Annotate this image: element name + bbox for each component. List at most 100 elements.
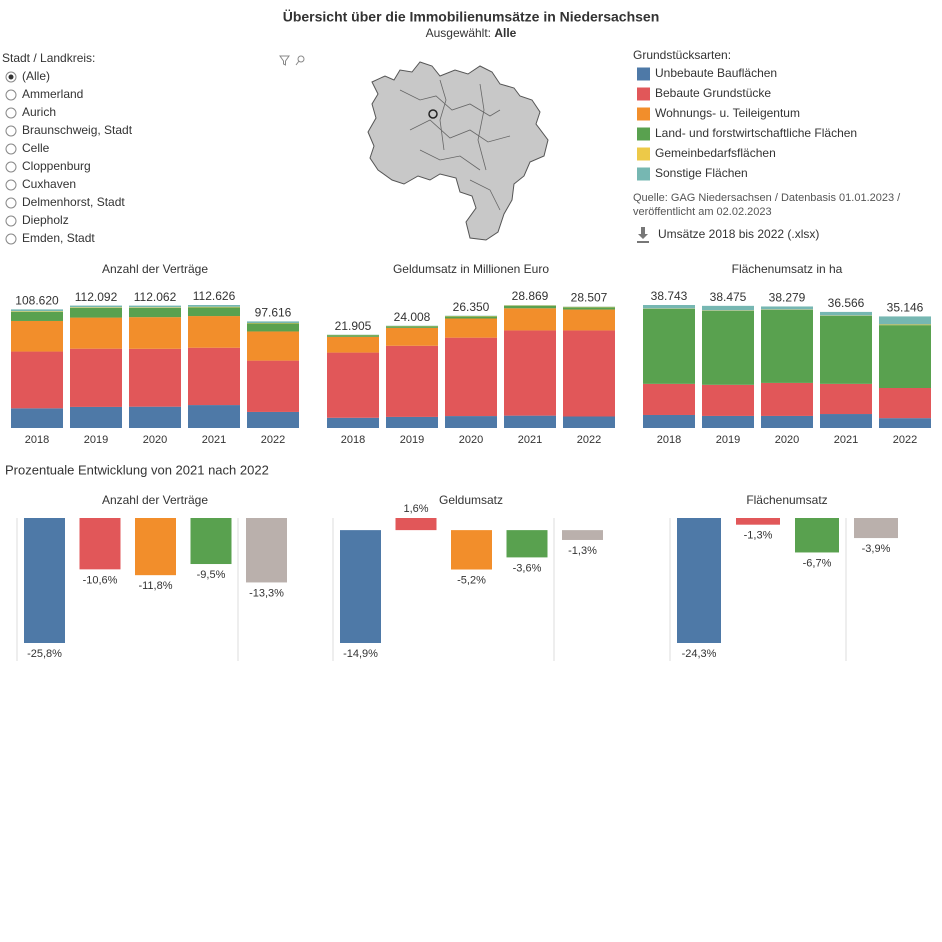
bar-segment[interactable] xyxy=(386,326,438,328)
bar-segment[interactable] xyxy=(247,331,299,361)
radio[interactable] xyxy=(5,161,17,173)
filter-option[interactable]: Aurich xyxy=(22,105,56,119)
filter-option[interactable]: Diepholz xyxy=(22,213,69,227)
bar-segment[interactable] xyxy=(11,311,63,321)
download-link[interactable]: Umsätze 2018 bis 2022 (.xlsx) xyxy=(658,227,819,241)
bar-segment[interactable] xyxy=(761,382,813,416)
bar-segment[interactable] xyxy=(11,311,63,312)
bar[interactable] xyxy=(795,518,839,553)
bar-segment[interactable] xyxy=(504,305,556,309)
bar-segment[interactable] xyxy=(386,327,438,346)
bar-segment[interactable] xyxy=(445,416,497,428)
bar[interactable] xyxy=(736,518,780,525)
bar[interactable] xyxy=(24,518,65,643)
bar-segment[interactable] xyxy=(188,405,240,428)
bar-segment[interactable] xyxy=(327,417,379,428)
filter-icon[interactable] xyxy=(279,55,290,66)
bar-segment[interactable] xyxy=(70,307,122,308)
bar[interactable] xyxy=(451,530,492,570)
bar-segment[interactable] xyxy=(504,415,556,428)
bar-segment[interactable] xyxy=(563,416,615,428)
bar-segment[interactable] xyxy=(445,318,497,338)
bar-segment[interactable] xyxy=(11,408,63,428)
bar-segment[interactable] xyxy=(70,317,122,349)
bar-segment[interactable] xyxy=(327,335,379,337)
filter-option[interactable]: Cloppenburg xyxy=(22,159,91,173)
bar-segment[interactable] xyxy=(70,406,122,428)
bar-segment[interactable] xyxy=(563,309,615,331)
bar-segment[interactable] xyxy=(70,307,122,318)
bar-segment[interactable] xyxy=(129,317,181,349)
bar-segment[interactable] xyxy=(129,348,181,407)
radio[interactable] xyxy=(5,125,17,137)
bar-segment[interactable] xyxy=(820,414,872,428)
bar[interactable] xyxy=(190,518,232,565)
bar-segment[interactable] xyxy=(129,406,181,428)
bar-segment[interactable] xyxy=(879,387,931,419)
bar-segment[interactable] xyxy=(188,347,240,406)
bar-segment[interactable] xyxy=(643,305,695,309)
bar-segment[interactable] xyxy=(820,311,872,316)
download[interactable]: Umsätze 2018 bis 2022 (.xlsx) xyxy=(637,227,819,243)
filter-option[interactable]: Delmenhorst, Stadt xyxy=(22,195,125,209)
bar-segment[interactable] xyxy=(188,305,240,307)
bar-segment[interactable] xyxy=(643,308,695,384)
radio[interactable] xyxy=(5,197,17,209)
bar-segment[interactable] xyxy=(445,337,497,417)
radio[interactable] xyxy=(5,233,17,245)
bar-segment[interactable] xyxy=(129,307,181,318)
filter-option[interactable]: (Alle) xyxy=(22,69,50,83)
filter-icons[interactable] xyxy=(279,55,305,66)
radio[interactable] xyxy=(5,107,17,119)
bar-segment[interactable] xyxy=(188,306,240,308)
bar-segment[interactable] xyxy=(247,360,299,412)
bar[interactable] xyxy=(395,518,437,531)
bar[interactable] xyxy=(677,518,721,643)
bar[interactable] xyxy=(135,518,176,576)
bar[interactable] xyxy=(79,518,121,570)
bar-segment[interactable] xyxy=(702,415,754,428)
bar-segment[interactable] xyxy=(820,315,872,384)
bar-segment[interactable] xyxy=(11,309,63,312)
filter-option[interactable]: Braunschweig, Stadt xyxy=(22,123,133,137)
bar-segment[interactable] xyxy=(11,351,63,409)
bar-segment[interactable] xyxy=(761,309,813,383)
bar-segment[interactable] xyxy=(247,321,299,324)
search-icon[interactable] xyxy=(297,55,305,63)
bar-segment[interactable] xyxy=(702,384,754,416)
bar-segment[interactable] xyxy=(247,411,299,428)
bar-segment[interactable] xyxy=(188,316,240,348)
bar-segment[interactable] xyxy=(879,316,931,325)
filter-option[interactable]: Cuxhaven xyxy=(22,177,76,191)
bar-segment[interactable] xyxy=(643,383,695,415)
bar[interactable] xyxy=(246,518,287,583)
filter-option[interactable]: Ammerland xyxy=(22,87,83,101)
filter-option[interactable]: Emden, Stadt xyxy=(22,231,95,245)
bar-segment[interactable] xyxy=(702,305,754,311)
bar[interactable] xyxy=(340,530,381,643)
bar-segment[interactable] xyxy=(563,307,615,310)
bar[interactable] xyxy=(506,530,548,558)
map[interactable] xyxy=(367,61,549,241)
bar-segment[interactable] xyxy=(129,307,181,308)
bar-segment[interactable] xyxy=(247,323,299,332)
bar-segment[interactable] xyxy=(504,308,556,331)
bar-segment[interactable] xyxy=(879,418,931,428)
radio[interactable] xyxy=(5,215,17,227)
bar-segment[interactable] xyxy=(327,336,379,353)
bar-segment[interactable] xyxy=(563,330,615,417)
bar-segment[interactable] xyxy=(70,348,122,407)
bar-segment[interactable] xyxy=(327,352,379,418)
bar-segment[interactable] xyxy=(702,310,754,385)
radio[interactable] xyxy=(5,89,17,101)
bar[interactable] xyxy=(562,530,603,540)
bar-segment[interactable] xyxy=(188,307,240,317)
bar-segment[interactable] xyxy=(70,305,122,308)
bar-segment[interactable] xyxy=(879,324,931,326)
bar[interactable] xyxy=(854,518,898,539)
bar-segment[interactable] xyxy=(820,383,872,415)
radio[interactable] xyxy=(5,143,17,155)
download-icon[interactable] xyxy=(637,227,649,243)
radio[interactable] xyxy=(5,179,17,191)
bar-segment[interactable] xyxy=(879,325,931,388)
